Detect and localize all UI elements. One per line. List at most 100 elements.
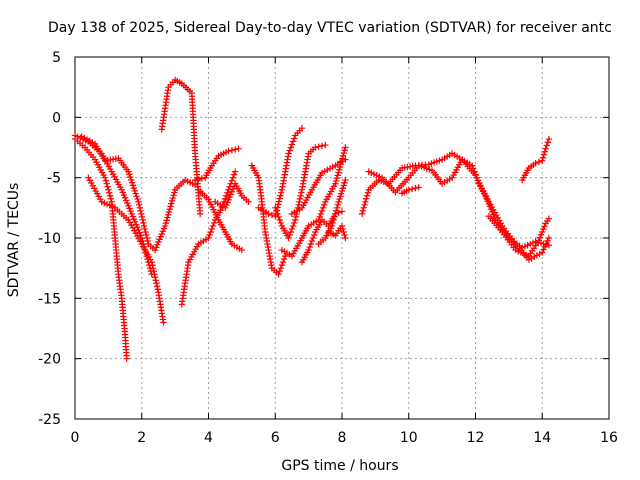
data-point — [290, 219, 298, 227]
data-point — [340, 149, 347, 157]
data-point — [162, 219, 170, 227]
data-point — [223, 192, 230, 199]
data-point — [105, 186, 112, 193]
data-point — [228, 177, 236, 184]
x-tick-label: 2 — [137, 430, 146, 446]
data-point — [338, 222, 346, 230]
series-pass-16 — [315, 176, 349, 248]
data-point — [170, 192, 177, 199]
data-point — [137, 207, 144, 215]
data-point — [131, 187, 138, 195]
x-tick-label: 12 — [467, 430, 485, 446]
data-point — [135, 201, 143, 209]
data-point — [106, 192, 114, 199]
data-point — [153, 280, 160, 287]
data-point — [154, 286, 161, 293]
chart-title: Day 138 of 2025, Sidereal Day-to-day VTE… — [48, 20, 612, 36]
data-point — [125, 168, 132, 175]
x-tick-label: 0 — [71, 430, 80, 446]
data-point — [149, 264, 157, 272]
data-point — [275, 201, 282, 208]
data-point — [362, 198, 369, 205]
x-tick-label: 6 — [271, 430, 280, 446]
data-point — [539, 249, 546, 256]
data-point — [275, 213, 282, 221]
series-pass-6 — [178, 168, 239, 308]
data-point — [191, 176, 199, 184]
data-point — [360, 204, 367, 212]
data-point — [286, 231, 293, 239]
data-point — [148, 258, 155, 266]
data-point — [340, 228, 347, 236]
series-pass-5 — [158, 76, 204, 218]
data-point — [277, 192, 284, 199]
data-point — [138, 210, 145, 218]
data-point — [332, 180, 339, 187]
data-point — [341, 147, 348, 154]
data-point — [333, 204, 341, 212]
data-point — [163, 217, 170, 224]
data-point — [167, 203, 174, 210]
data-point — [342, 156, 349, 163]
data-point — [129, 182, 137, 189]
data-point — [415, 184, 422, 191]
data-point — [285, 234, 292, 242]
data-point — [126, 171, 133, 178]
data-point — [536, 234, 544, 241]
data-point — [330, 216, 337, 224]
data-point — [328, 222, 336, 230]
data-point — [541, 148, 548, 155]
data-point — [143, 234, 151, 242]
data-point — [310, 231, 318, 239]
data-point — [103, 180, 110, 187]
data-point — [540, 151, 548, 158]
data-point — [128, 179, 136, 186]
data-point — [130, 184, 138, 192]
data-point — [273, 207, 280, 215]
data-point — [171, 189, 178, 196]
data-point — [540, 246, 547, 253]
data-point — [321, 201, 328, 209]
data-point — [277, 219, 285, 227]
data-point — [101, 174, 109, 181]
data-point — [235, 145, 242, 152]
data-point — [205, 234, 212, 242]
data-point — [208, 225, 216, 233]
data-point — [318, 142, 326, 150]
series-pass-10 — [248, 162, 289, 278]
data-point — [342, 144, 349, 151]
data-point — [298, 124, 306, 132]
x-tick-label: 8 — [338, 430, 347, 446]
data-point — [207, 228, 214, 236]
data-point — [143, 231, 150, 239]
x-axis-label: GPS time / hours — [281, 458, 398, 474]
data-point — [312, 144, 319, 151]
data-point — [232, 146, 239, 153]
data-point — [123, 355, 130, 362]
data-point — [358, 210, 366, 218]
data-point — [133, 193, 140, 200]
tick-layer: 0 2 4 6 8 10 12 14 16 -25 -20 -15 -10 -5 0 5 — [38, 50, 618, 446]
data-point — [535, 158, 543, 166]
data-point — [335, 166, 343, 173]
data-point — [292, 213, 300, 221]
data-point — [161, 222, 169, 230]
data-point — [206, 231, 213, 239]
data-point — [278, 261, 286, 269]
y-tick-label: -25 — [38, 412, 61, 428]
data-point — [332, 207, 340, 215]
data-point — [287, 144, 295, 151]
data-point — [364, 189, 372, 196]
y-tick-label: -5 — [47, 171, 61, 187]
series-pass-11 — [255, 124, 306, 220]
x-tick-label: 16 — [600, 430, 618, 446]
data-point — [168, 200, 175, 207]
data-point — [544, 139, 552, 146]
data-point — [274, 210, 281, 218]
data-point — [292, 216, 299, 224]
x-tick-label: 10 — [400, 430, 418, 446]
data-point — [279, 258, 287, 266]
data-point — [166, 206, 173, 213]
data-point — [221, 195, 229, 202]
